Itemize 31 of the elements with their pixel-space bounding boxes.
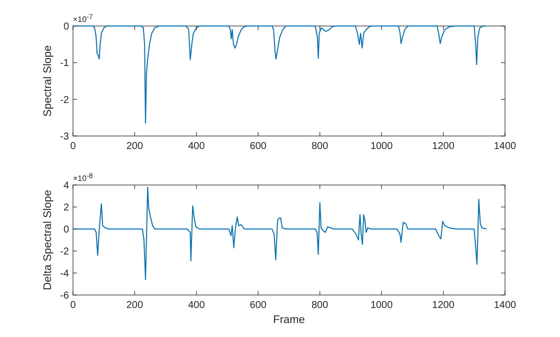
x-tick-label: 1400	[494, 141, 517, 152]
y-tick-label: 2	[63, 202, 70, 214]
x-tick-label: 600	[250, 300, 267, 311]
y-tick-label: -4	[60, 268, 70, 280]
y-tick-label: -2	[60, 94, 70, 106]
x-tick-label: 0	[70, 141, 76, 152]
y-axis-title: Delta Spectral Slope	[42, 190, 54, 290]
y-tick-label: -2	[60, 246, 70, 258]
text: ×10$^{-8}$	[73, 172, 93, 183]
x-tick-label: 800	[312, 300, 329, 311]
x-tick-label: 200	[126, 300, 144, 311]
x-tick-label: 1200	[432, 141, 455, 152]
x-tick-label: 400	[188, 300, 206, 311]
y-tick-label: -3	[60, 132, 70, 142]
x-tick-label: 1200	[432, 300, 455, 311]
x-tick-label: 600	[250, 141, 267, 152]
x-tick-label: 1000	[370, 300, 394, 311]
x-tick-label: 1400	[494, 300, 517, 311]
y-tick-label: 0	[63, 22, 70, 32]
x-tick-label: 0	[70, 300, 76, 311]
text: ×10$^{-7}$	[73, 14, 93, 24]
x-tick-label: 200	[126, 141, 144, 152]
y-tick-label: 4	[63, 180, 70, 192]
y-axis-title: Spectral Slope	[42, 45, 54, 117]
x-tick-label: 400	[188, 141, 206, 152]
x-tick-label: 800	[312, 141, 329, 152]
x-axis-title: Frame	[273, 314, 305, 326]
y-tick-label: -6	[60, 290, 70, 302]
x-tick-label: 1000	[370, 141, 394, 152]
y-tick-label: -1	[60, 58, 70, 70]
y-tick-label: 0	[63, 224, 70, 236]
